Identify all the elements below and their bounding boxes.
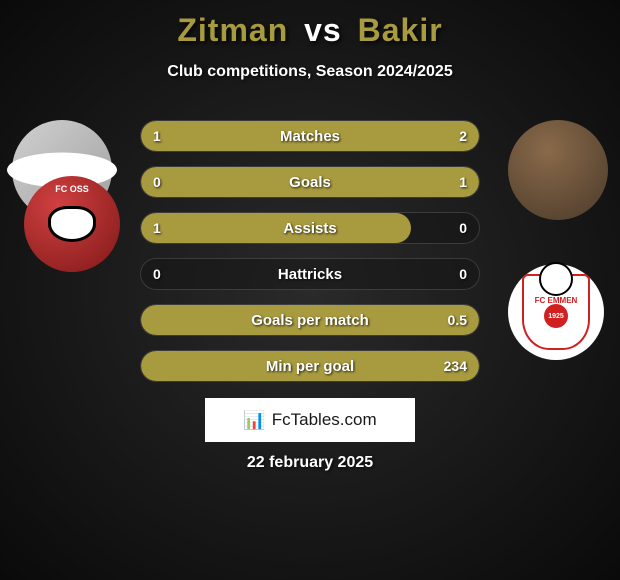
stat-value-left: 1 [153,128,161,144]
stat-row: Goals per match0.5 [140,304,480,336]
stat-row: Matches12 [140,120,480,152]
stat-value-right: 0 [459,266,467,282]
stat-value-left: 0 [153,266,161,282]
club2-ball-icon [539,262,573,296]
bar-fill-right [141,167,479,197]
stat-value-left: 1 [153,220,161,236]
club1-emblem-icon [48,206,96,242]
player2-name: Bakir [358,12,443,48]
club2-year: 1925 [544,304,568,328]
chart-icon: 📊 [243,410,265,431]
stat-row: Assists10 [140,212,480,244]
subtitle: Club competitions, Season 2024/2025 [0,63,620,81]
footer-branding: 📊 FcTables.com [205,398,415,442]
stat-value-right: 2 [459,128,467,144]
stat-row: Hattricks0 0 [140,258,480,290]
stat-value-left: 0 [153,174,161,190]
site-name: FcTables.com [272,410,377,430]
stat-row: Goals01 [140,166,480,198]
player1-name: Zitman [177,12,288,48]
club2-shield-icon: FC EMMEN 1925 [522,274,590,350]
player2-club-badge: FC EMMEN 1925 [508,264,604,360]
stat-value-right: 0.5 [448,312,467,328]
stat-value-right: 234 [444,358,467,374]
stat-row: Min per goal234 [140,350,480,382]
bar-fill-right [141,305,479,335]
stats-container: Matches12Goals01Assists10Hattricks00Goal… [140,120,480,396]
bar-fill-left [141,213,411,243]
player2-avatar [508,120,608,220]
stat-value-right: 0 [459,220,467,236]
comparison-title: Zitman vs Bakir [0,0,620,49]
club1-name: FC OSS [55,184,89,194]
stat-label: Hattricks [141,266,479,283]
vs-text: vs [304,12,342,48]
player1-club-badge: FC OSS [24,176,120,272]
bar-fill-right [141,351,479,381]
comparison-date: 22 february 2025 [247,454,373,472]
stat-value-right: 1 [459,174,467,190]
bar-fill-right [254,121,479,151]
